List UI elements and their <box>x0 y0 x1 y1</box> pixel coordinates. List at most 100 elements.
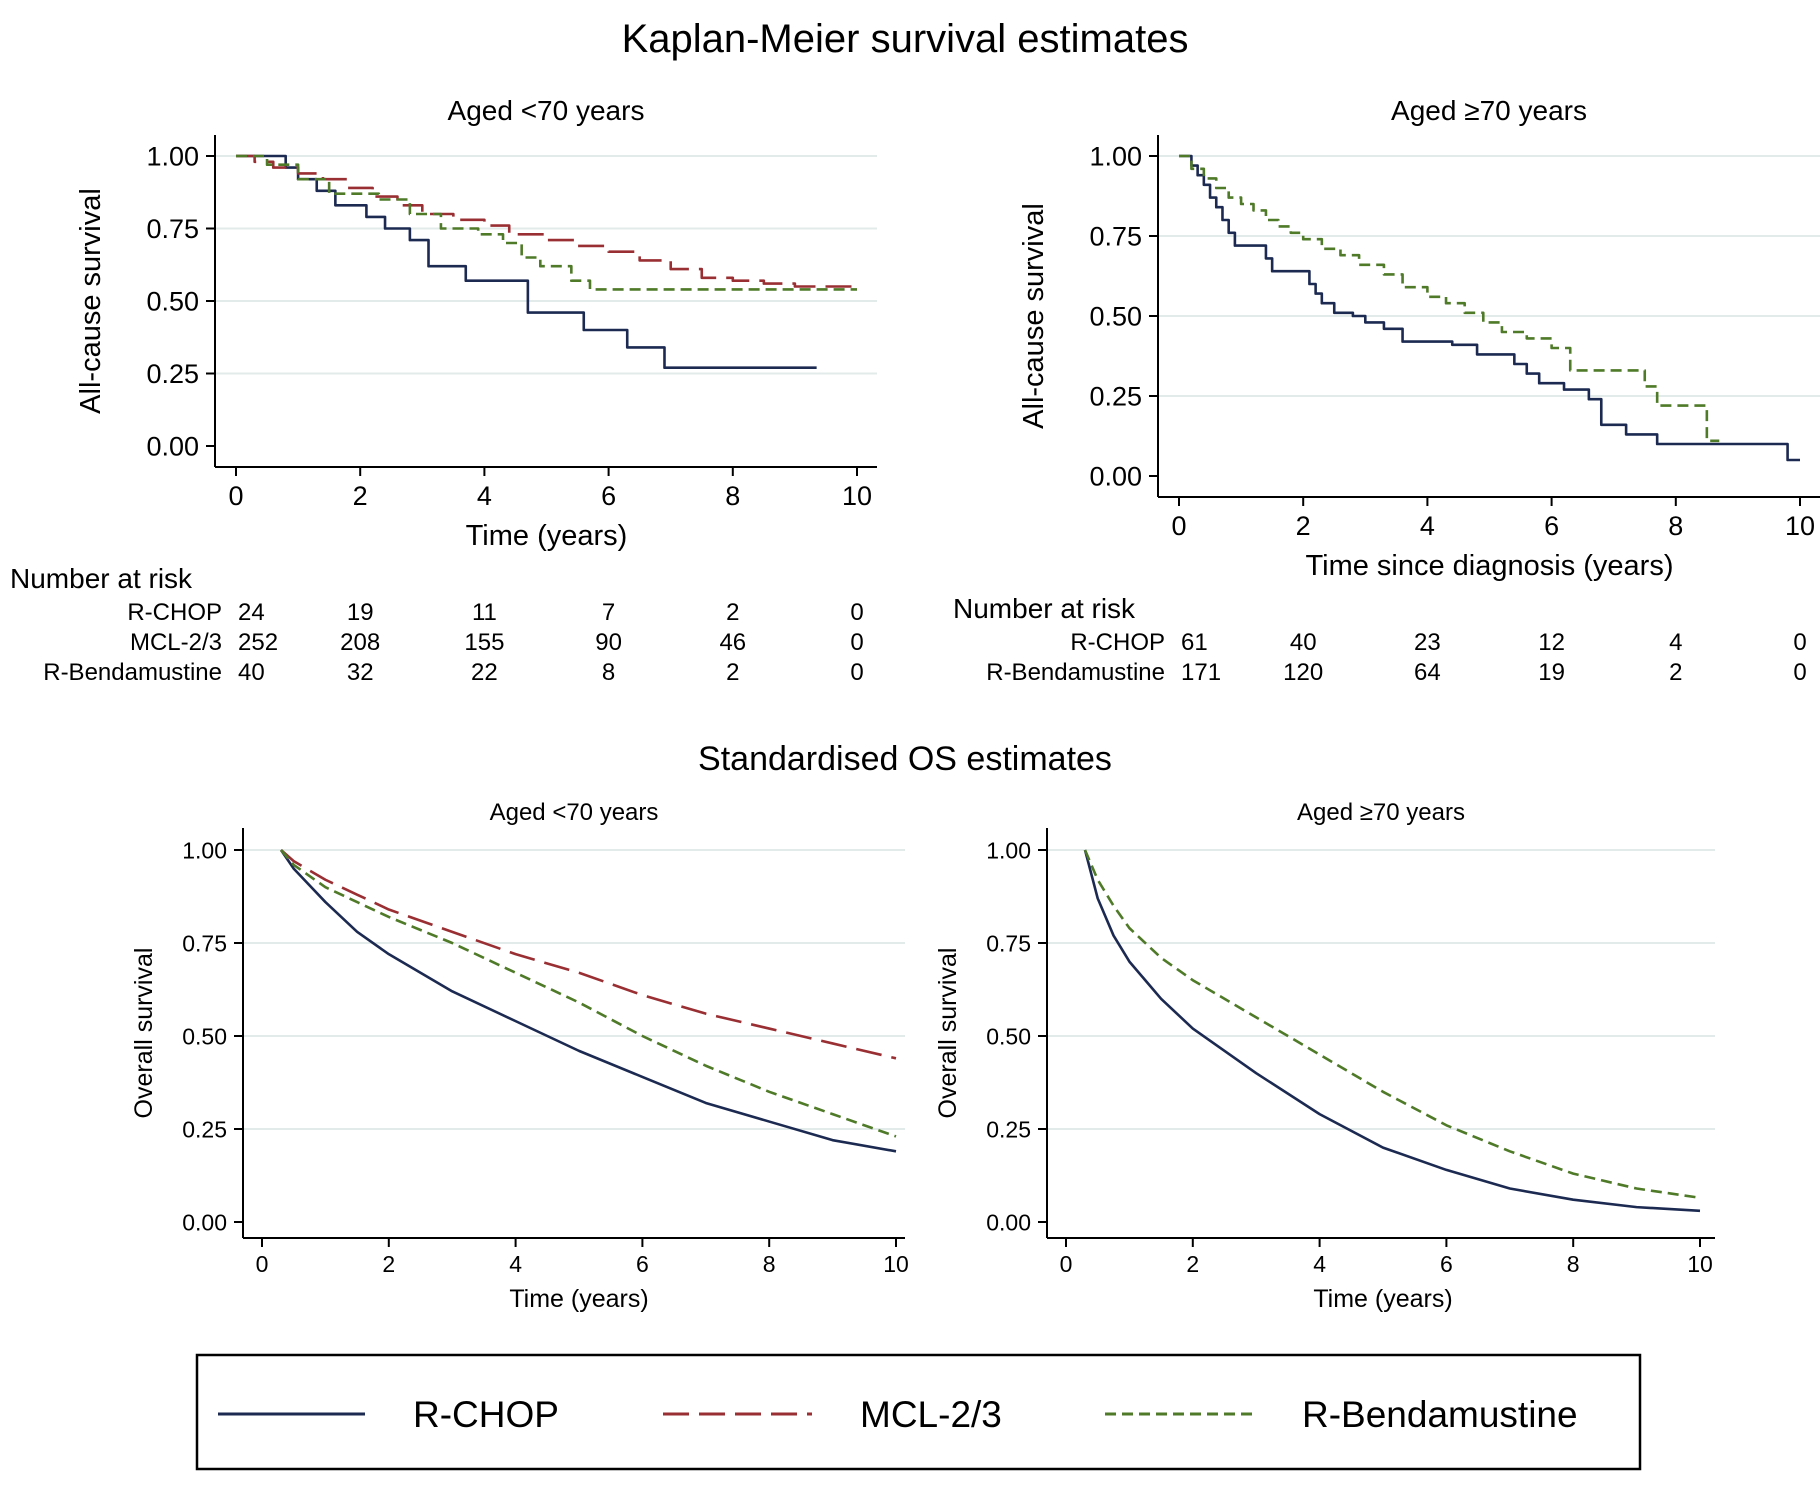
x-tick-label: 8 <box>763 1251 776 1277</box>
y-tick-label: 0.25 <box>146 359 199 389</box>
risk-value: 2 <box>726 599 739 626</box>
x-tick-label: 4 <box>1420 511 1435 541</box>
y-axis-label: Overall survival <box>934 948 962 1119</box>
legend-label-mcl: MCL-2/3 <box>860 1394 1002 1435</box>
x-axis-label: Time since diagnosis (years) <box>1306 550 1674 582</box>
x-tick-label: 8 <box>1567 1251 1580 1277</box>
series-line-rbenda <box>280 849 897 1138</box>
x-axis-label: Time (years) <box>1313 1285 1452 1313</box>
y-tick-label: 0.75 <box>1089 222 1142 252</box>
x-tick-label: 4 <box>477 481 492 511</box>
series-line-mcl <box>236 154 857 288</box>
y-axis-label: All-cause survival <box>75 188 107 414</box>
series-line-rchop <box>279 849 897 1153</box>
risk-value: 252 <box>238 629 278 656</box>
risk-value: 40 <box>238 659 265 686</box>
risk-value: 120 <box>1283 659 1323 686</box>
risk-value: 0 <box>850 629 863 656</box>
x-tick-label: 0 <box>228 481 243 511</box>
x-tick-label: 6 <box>601 481 616 511</box>
risk-value: 61 <box>1181 629 1208 656</box>
y-tick-label: 0.00 <box>182 1209 227 1235</box>
risk-value: 40 <box>1290 629 1317 656</box>
risk-value: 11 <box>472 599 497 626</box>
risk-value: 19 <box>1538 659 1565 686</box>
y-tick-label: 1.00 <box>986 837 1031 863</box>
x-tick-label: 10 <box>883 1251 909 1277</box>
y-tick-label: 0.00 <box>986 1209 1031 1235</box>
risk-value: 90 <box>595 629 622 656</box>
risk-row-label: R-CHOP <box>1070 629 1165 656</box>
risk-value: 22 <box>471 659 498 686</box>
risk-value: 208 <box>340 629 380 656</box>
legend-label-rbenda: R-Bendamustine <box>1302 1394 1578 1435</box>
x-tick-label: 4 <box>509 1251 522 1277</box>
panel-os-aged-under-70: 0.00 0.25 0.50 0.75 1.00 0 2 4 6 8 10 Aged <70 year… <box>130 799 909 1313</box>
series-line-rchop <box>236 154 817 369</box>
risk-value: 2 <box>726 659 739 686</box>
risk-value: 0 <box>850 659 863 686</box>
risk-value: 155 <box>464 629 504 656</box>
risk-row-label: MCL-2/3 <box>130 629 222 656</box>
risk-table-title: Number at risk <box>953 593 1136 624</box>
risk-value: 64 <box>1414 659 1441 686</box>
x-tick-label: 2 <box>1296 511 1311 541</box>
x-tick-label: 6 <box>1440 1251 1453 1277</box>
legend-item-rbenda: R-Bendamustine <box>1105 1394 1578 1435</box>
x-tick-label: 10 <box>1687 1251 1713 1277</box>
series-line-rchop <box>1083 849 1701 1213</box>
risk-value: 23 <box>1414 629 1441 656</box>
risk-value: 46 <box>719 629 746 656</box>
legend-item-mcl: MCL-2/3 <box>663 1394 1002 1435</box>
y-tick-label: 1.00 <box>1089 142 1142 172</box>
y-tick-label: 1.00 <box>146 142 199 172</box>
y-tick-label: 0.50 <box>146 287 199 317</box>
panel-title: Aged <70 years <box>490 799 659 826</box>
x-tick-label: 8 <box>1668 511 1683 541</box>
x-tick-label: 2 <box>353 481 368 511</box>
x-tick-label: 6 <box>636 1251 649 1277</box>
series-line-rbenda <box>1179 154 1720 443</box>
legend: R-CHOP MCL-2/3 R-Bendamustine <box>195 1353 1642 1471</box>
risk-row-label: R-Bendamustine <box>986 659 1165 686</box>
panel-km-aged-70-plus: 0.00 0.25 0.50 0.75 1.00 0 2 4 6 8 10 Aged ≥70 year… <box>953 95 1820 686</box>
risk-value: 0 <box>850 599 863 626</box>
y-tick-label: 1.00 <box>182 837 227 863</box>
risk-value: 4 <box>1669 629 1682 656</box>
panel-title: Aged <70 years <box>448 95 645 126</box>
y-tick-label: 0.50 <box>182 1023 227 1049</box>
y-tick-label: 0.25 <box>986 1116 1031 1142</box>
panel-os-aged-70-plus: 0.00 0.25 0.50 0.75 1.00 0 2 4 6 8 10 Aged ≥70 year… <box>934 799 1715 1313</box>
x-tick-label: 2 <box>382 1251 395 1277</box>
series-line-mcl <box>280 849 897 1060</box>
x-axis-label: Time (years) <box>509 1285 648 1313</box>
y-tick-label: 0.75 <box>146 214 199 244</box>
os-main-title: Standardised OS estimates <box>698 740 1112 778</box>
y-tick-label: 0.50 <box>1089 302 1142 332</box>
y-tick-label: 0.75 <box>182 930 227 956</box>
risk-value: 8 <box>602 659 615 686</box>
x-tick-label: 4 <box>1313 1251 1326 1277</box>
x-tick-label: 10 <box>842 481 872 511</box>
risk-value: 32 <box>347 659 374 686</box>
x-tick-label: 0 <box>256 1251 269 1277</box>
risk-value: 2 <box>1669 659 1682 686</box>
risk-value: 171 <box>1181 659 1221 686</box>
panel-title: Aged ≥70 years <box>1391 95 1587 126</box>
legend-box <box>195 1353 1642 1471</box>
risk-value: 19 <box>347 599 374 626</box>
y-tick-label: 0.50 <box>986 1023 1031 1049</box>
risk-value: 0 <box>1793 629 1806 656</box>
y-axis-label: All-cause survival <box>1018 203 1050 429</box>
x-tick-label: 0 <box>1171 511 1186 541</box>
y-tick-label: 0.00 <box>146 432 199 462</box>
legend-label-rchop: R-CHOP <box>413 1394 559 1435</box>
x-tick-label: 8 <box>725 481 740 511</box>
series-line-rbenda <box>1083 849 1701 1200</box>
y-tick-label: 0.00 <box>1089 462 1142 492</box>
x-tick-label: 10 <box>1785 511 1815 541</box>
risk-value: 24 <box>238 599 265 626</box>
y-tick-label: 0.25 <box>182 1116 227 1142</box>
